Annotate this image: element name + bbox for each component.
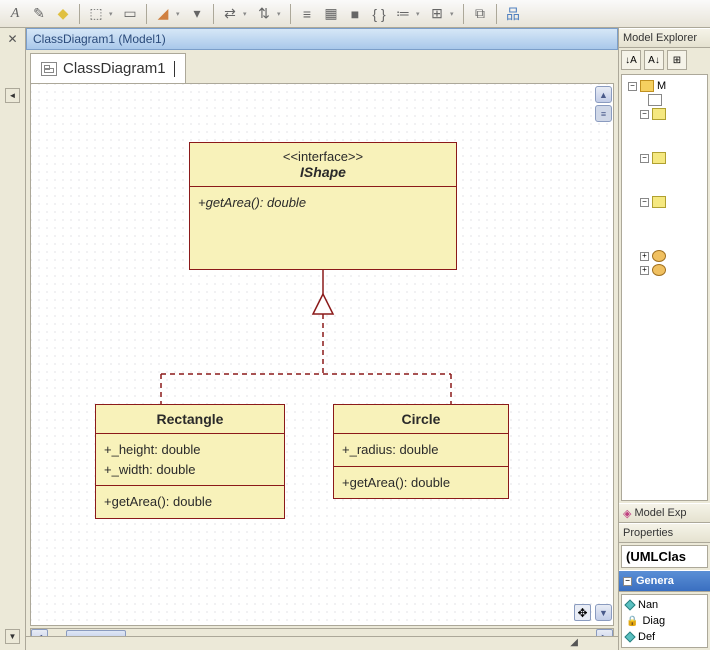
assign-icon[interactable]: ≔ (392, 3, 414, 25)
uml-class-name: Circle (334, 405, 508, 434)
hierarchy-icon[interactable]: 品 (502, 3, 524, 25)
diagram-title-bar: ClassDiagram1 (Model1) (26, 28, 618, 50)
diagram-tab-icon (41, 62, 57, 76)
brush-icon[interactable]: ✎ (28, 3, 50, 25)
uml-stereotype: <<interface>> (198, 149, 448, 164)
brace-icon[interactable]: { } (368, 3, 390, 25)
prop-row-name[interactable]: Nan (624, 597, 705, 613)
model-explorer-tab[interactable]: ◈ Model Exp (619, 503, 710, 523)
model-tree[interactable]: − M − − − + (621, 74, 708, 501)
sort-asc-icon[interactable]: ↓A (621, 50, 641, 70)
block-icon[interactable]: ■ (344, 3, 366, 25)
canvas-wrap: <<interface>> IShape +getArea(): double … (30, 83, 614, 626)
diagram-tab-label: ClassDiagram1 (63, 60, 166, 77)
model-explorer-header[interactable]: Model Explorer (619, 28, 710, 48)
tree-collapse-icon[interactable]: − (640, 110, 649, 119)
resize-grip-icon[interactable]: ◢ (570, 637, 578, 650)
right-panel: Model Explorer ↓A A↓ ⊞ − M − − (618, 28, 710, 650)
diagram-pane: ClassDiagram1 (Model1) ClassDiagram1 (26, 28, 618, 650)
scroll-marker-icon[interactable]: ≡ (595, 105, 612, 122)
collapse-left-icon[interactable]: ◄ (5, 88, 20, 103)
align-h-icon[interactable]: ⇄ (219, 3, 241, 25)
tree-expand-icon[interactable]: + (640, 266, 649, 275)
ungroup-icon[interactable]: ▭ (119, 3, 141, 25)
diagram-title: ClassDiagram1 (Model1) (33, 32, 166, 46)
explorer-tab-icon: ◈ (623, 507, 631, 520)
expand-left-icon[interactable]: ▼ (5, 629, 20, 644)
properties-body: Nan 🔒 Diag Def (621, 594, 708, 648)
lock-icon: 🔒 (626, 616, 638, 627)
diamond-icon (624, 599, 635, 610)
move-icon[interactable]: ✥ (574, 604, 591, 621)
tree-root-label: M (657, 80, 666, 92)
uml-interface-ishape[interactable]: <<interface>> IShape +getArea(): double (189, 142, 457, 270)
prop-row-diagram[interactable]: 🔒 Diag (624, 613, 705, 629)
list-icon[interactable]: ≡ (296, 3, 318, 25)
properties-section[interactable]: − Genera (619, 570, 710, 592)
copy-icon[interactable]: ⧉ (469, 3, 491, 25)
class-icon (652, 108, 666, 120)
align-v-icon[interactable]: ⇅ (253, 3, 275, 25)
item-icon (652, 264, 666, 276)
class-icon (652, 196, 666, 208)
sort-desc-icon[interactable]: A↓ (644, 50, 664, 70)
uml-operations: +getArea(): double (190, 187, 456, 219)
group-icon[interactable]: ⬚ (85, 3, 107, 25)
properties-class: (UMLClas (621, 545, 708, 568)
folder-icon (640, 80, 654, 92)
filter-icon[interactable]: ⊞ (667, 50, 687, 70)
tree-expand-icon[interactable]: + (640, 252, 649, 261)
uml-class-name: Rectangle (96, 405, 284, 434)
properties-header[interactable]: Properties (619, 523, 710, 543)
uml-class-name: IShape (300, 164, 346, 180)
font-icon[interactable]: A (4, 3, 26, 25)
explorer-toolbar: ↓A A↓ ⊞ (619, 48, 710, 72)
tree-collapse-icon[interactable]: − (628, 82, 637, 91)
grid-icon[interactable]: ▦ (320, 3, 342, 25)
fill-icon[interactable]: ◢ (152, 3, 174, 25)
highlight-icon[interactable]: ◆ (52, 3, 74, 25)
scroll-down-icon[interactable]: ▼ (595, 604, 612, 621)
diagram-canvas[interactable]: <<interface>> IShape +getArea(): double … (31, 84, 613, 625)
close-icon[interactable]: ✕ (7, 32, 17, 46)
class-icon (652, 152, 666, 164)
left-gutter: ✕ ◄ ▼ (0, 28, 26, 650)
diagram-icon (648, 94, 662, 106)
tree-collapse-icon[interactable]: − (640, 198, 649, 207)
uml-operations: +getArea(): double (334, 467, 508, 499)
uml-operations: +getArea(): double (96, 486, 284, 518)
top-toolbar: A ✎ ◆ ⬚▾ ▭ ◢▾ ▾ ⇄▾ ⇅▾ ≡ ▦ ■ { } ≔▾ ⊞▾ ⧉ … (0, 0, 710, 28)
uml-class-rectangle[interactable]: Rectangle +_height: double +_width: doub… (95, 404, 285, 519)
item-icon (652, 250, 666, 262)
vertical-scroll[interactable]: ▲ ≡ (595, 86, 612, 122)
uml-attributes: +_height: double +_width: double (96, 434, 284, 486)
merge-icon[interactable]: ⊞ (426, 3, 448, 25)
diamond-icon (624, 631, 635, 642)
uml-class-circle[interactable]: Circle +_radius: double +getArea(): doub… (333, 404, 509, 499)
scroll-up-icon[interactable]: ▲ (595, 86, 612, 103)
color-icon[interactable]: ▾ (186, 3, 208, 25)
prop-row-default[interactable]: Def (624, 629, 705, 645)
section-collapse-icon[interactable]: − (623, 577, 632, 586)
diagram-tab[interactable]: ClassDiagram1 (30, 53, 186, 83)
tree-collapse-icon[interactable]: − (640, 154, 649, 163)
status-bar: ◢ (26, 636, 618, 650)
uml-attributes: +_radius: double (334, 434, 508, 467)
